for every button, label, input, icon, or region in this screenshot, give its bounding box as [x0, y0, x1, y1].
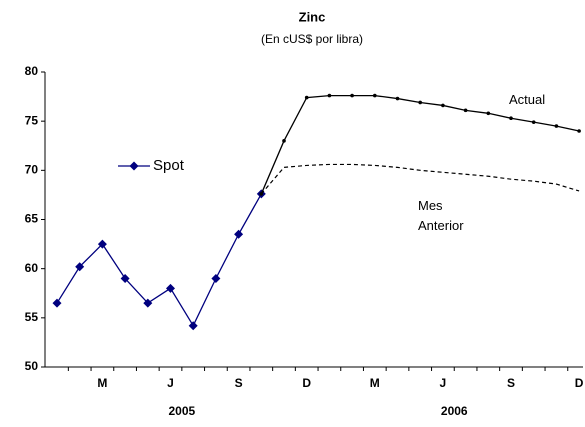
chart-title: Zinc	[299, 9, 326, 24]
y-tick-label: 55	[25, 310, 39, 324]
x-group-label: 2006	[441, 404, 468, 418]
point-marker	[554, 124, 559, 128]
chart-subtitle: (En cUS$ por libra)	[261, 32, 363, 46]
x-group-label: 2005	[168, 404, 195, 418]
y-tick-label: 60	[25, 261, 39, 275]
point-marker	[350, 93, 354, 98]
point-marker	[463, 108, 468, 113]
x-tick-label: S	[507, 376, 515, 390]
y-tick-label: 65	[25, 212, 39, 226]
point-marker	[282, 139, 286, 143]
point-marker	[486, 111, 491, 116]
series-line	[260, 94, 580, 195]
point-marker	[327, 93, 332, 98]
point-marker	[211, 274, 221, 283]
x-tick-label: M	[370, 376, 380, 390]
point-marker	[52, 298, 62, 308]
point-marker	[234, 229, 244, 239]
series-label: Actual	[509, 92, 546, 107]
point-marker	[304, 95, 309, 100]
legend-marker	[129, 161, 139, 171]
point-marker	[395, 96, 400, 101]
y-tick-label: 70	[25, 163, 39, 177]
point-marker	[577, 129, 581, 133]
point-marker	[188, 321, 198, 331]
point-marker	[75, 262, 85, 272]
point-marker	[166, 283, 175, 293]
y-tick-label: 80	[25, 64, 39, 78]
series-line	[56, 193, 262, 328]
point-marker	[441, 103, 445, 108]
x-tick-label: D	[575, 376, 584, 390]
point-marker	[531, 120, 536, 124]
point-marker	[509, 116, 513, 121]
x-tick-label: D	[302, 376, 311, 390]
y-tick-label: 50	[25, 359, 39, 373]
point-marker	[120, 274, 130, 283]
x-tick-label: J	[167, 376, 174, 390]
series-label: Mes Anterior	[418, 198, 464, 233]
point-marker	[373, 93, 377, 98]
series-line	[260, 163, 580, 195]
point-marker	[418, 100, 423, 105]
x-tick-label: J	[440, 376, 447, 390]
y-tick-label: 75	[25, 113, 39, 127]
x-tick-label: M	[97, 376, 107, 390]
point-marker	[143, 298, 153, 308]
point-marker	[97, 239, 107, 249]
legend-label: Spot	[153, 157, 185, 174]
x-tick-label: S	[235, 376, 243, 390]
